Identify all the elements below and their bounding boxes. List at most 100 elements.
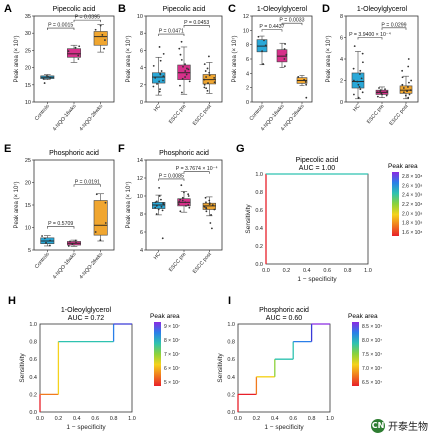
data-point	[406, 90, 408, 93]
significance-bracket	[281, 22, 303, 26]
x-tick-label: 0.2	[283, 268, 291, 274]
data-point	[205, 210, 208, 213]
data-point	[104, 222, 107, 224]
data-point	[378, 87, 380, 89]
plot-frame	[237, 323, 331, 413]
data-point	[210, 214, 212, 216]
data-point	[410, 79, 413, 82]
data-point	[69, 240, 71, 243]
data-point	[74, 239, 77, 242]
data-point	[187, 195, 190, 197]
y-axis-label: Peak area (× 10⁷)	[13, 181, 20, 228]
panel-letter: G	[236, 143, 245, 155]
data-point	[181, 77, 184, 80]
data-point	[184, 70, 187, 72]
x-tick-label: Controls	[34, 103, 51, 122]
chart-title: Phosphoric acid	[49, 150, 99, 157]
data-point	[74, 46, 77, 49]
data-point	[181, 196, 184, 199]
box-0	[351, 72, 365, 89]
data-point	[407, 58, 410, 60]
data-point	[205, 87, 208, 90]
data-point	[157, 208, 160, 211]
y-tick-label: 0.2	[29, 392, 37, 398]
y-tick-label: 0.0	[255, 262, 263, 268]
box-2	[93, 31, 108, 46]
data-point	[77, 54, 80, 57]
data-point	[45, 74, 48, 77]
legend-tick-label: 7.0 × 10⁷	[362, 366, 382, 372]
y-tick-label: 14	[137, 158, 143, 164]
data-point	[181, 91, 183, 94]
panel-e: E Phosphoric acid 5 10 15 20 25 Peak area (× 10…	[4, 143, 115, 280]
data-point	[158, 80, 161, 83]
data-point	[283, 65, 286, 68]
chart-title: 1-Oleoylglycerol	[257, 6, 308, 13]
data-point	[95, 193, 98, 196]
y-tick-label: 0	[140, 100, 143, 106]
panel-letter: E	[4, 143, 11, 155]
data-point	[177, 203, 180, 206]
legend-tick-label: 1.6 × 10⁸	[402, 230, 422, 236]
watermark: CN 开泰生物	[371, 418, 428, 433]
legend-tick-label: 6 × 10⁷	[164, 366, 180, 372]
significance-bracket	[261, 29, 283, 32]
legend-tick-label: 7.5 × 10⁷	[362, 352, 382, 358]
data-point	[154, 201, 157, 204]
x-axis-label: 1 − specificity	[66, 424, 106, 431]
significance-bracket	[73, 19, 101, 23]
p-value-label: P = 3.7674 × 10⁻⁴	[176, 166, 218, 172]
data-point	[160, 205, 163, 208]
panel-letter: D	[322, 3, 330, 15]
y-tick-label: 0.6	[227, 357, 235, 363]
data-point	[187, 68, 190, 71]
p-value-label: P = 0.0191	[75, 179, 100, 185]
data-point	[158, 90, 161, 93]
y-tick-label: 2	[140, 83, 143, 89]
data-point	[158, 46, 161, 48]
data-point	[213, 81, 216, 84]
legend-colorbar	[352, 322, 359, 386]
data-point	[155, 213, 158, 215]
data-point	[104, 39, 106, 41]
data-point	[186, 67, 188, 70]
data-point	[403, 91, 405, 94]
data-point	[159, 59, 162, 62]
x-tick-label: 0.8	[110, 416, 118, 422]
data-point	[305, 83, 308, 86]
y-tick-label: 10	[137, 194, 143, 200]
y-tick-label: 0.4	[29, 375, 37, 381]
panel-letter: A	[4, 3, 12, 15]
y-tick-label: 0.2	[227, 392, 235, 398]
legend-tick-label: 7 × 10⁷	[164, 352, 180, 358]
data-point	[181, 199, 184, 202]
data-point	[208, 199, 211, 202]
data-point	[376, 95, 379, 98]
p-value-label: P = 0.0453	[184, 20, 209, 26]
y-tick-label: 20	[25, 181, 31, 187]
y-tick-label: 2	[340, 79, 343, 85]
data-point	[184, 63, 186, 66]
y-tick-label: 10	[25, 226, 31, 232]
y-tick-label: 0	[340, 100, 343, 106]
chart-title: 1-Oleoylglycerol	[61, 307, 112, 314]
y-tick-label: 6	[140, 48, 143, 54]
legend-tick-label: 5 × 10⁷	[164, 380, 180, 386]
data-point	[206, 89, 209, 92]
data-point	[359, 69, 362, 72]
y-tick-label: 25	[25, 48, 31, 54]
y-tick-label: 0.8	[255, 190, 263, 196]
p-value-label: P = 0.0033	[279, 18, 304, 24]
legend-colorbar	[392, 172, 399, 236]
data-point	[361, 52, 364, 55]
data-point	[159, 88, 161, 90]
significance-bracket	[381, 27, 407, 30]
data-point	[408, 81, 410, 84]
data-point	[404, 94, 407, 97]
y-tick-label: 0	[246, 100, 249, 106]
auc-label: AUC = 0.72	[68, 315, 104, 322]
p-value-label: P = 0.0299	[381, 22, 406, 28]
legend-tick-label: 2.2 × 10⁸	[402, 202, 422, 208]
y-tick-label: 6	[246, 57, 249, 63]
